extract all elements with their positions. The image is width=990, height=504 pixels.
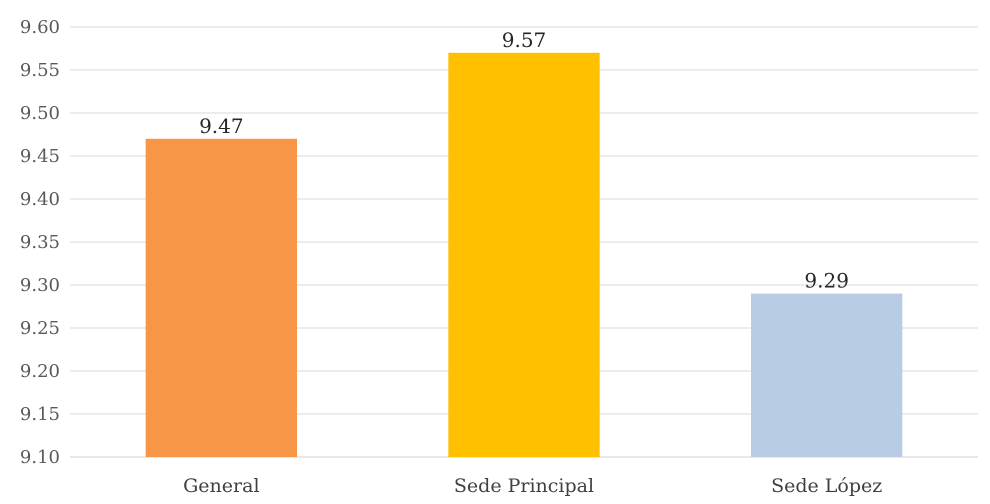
y-tick-label: 9.15	[20, 404, 60, 425]
bars	[145, 52, 903, 458]
y-tick-label: 9.45	[20, 146, 60, 167]
y-tick-label: 9.50	[20, 103, 60, 124]
data-label-2: 9.57	[502, 28, 547, 52]
y-tick-label: 9.60	[20, 17, 60, 38]
bar-2	[448, 52, 600, 458]
y-tick-label: 9.35	[20, 232, 60, 253]
y-axis-ticks: 9.10 9.15 9.20 9.25 9.30 9.35 9.40 9.45 9.50 9.55…	[20, 17, 60, 468]
bar-3	[751, 293, 903, 457]
y-tick-label: 9.20	[20, 361, 60, 382]
data-label-1: 9.47	[199, 114, 244, 138]
y-tick-label: 9.25	[20, 318, 60, 339]
data-labels: 9.47 9.57 9.29	[199, 28, 849, 293]
category-label-1: General	[183, 475, 259, 497]
y-tick-label: 9.55	[20, 60, 60, 81]
y-tick-label: 9.40	[20, 189, 60, 210]
x-axis-categories: General Sede Principal Sede López	[183, 475, 882, 497]
category-label-3: Sede López	[771, 475, 882, 497]
y-tick-label: 9.10	[20, 447, 60, 468]
y-tick-label: 9.30	[20, 275, 60, 296]
data-label-3: 9.29	[804, 269, 849, 293]
category-label-2: Sede Principal	[454, 475, 594, 497]
bar-1	[145, 138, 297, 458]
